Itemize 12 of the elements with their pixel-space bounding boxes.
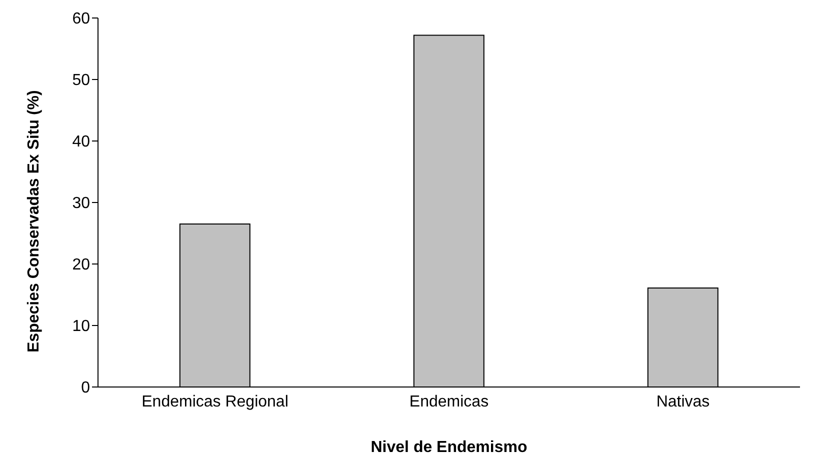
y-tick-label: 0 (81, 380, 90, 397)
x-tick-label: Nativas (656, 393, 710, 410)
x-axis-title: Nivel de Endemismo (370, 439, 528, 456)
x-tick-label: Endemicas Regional (142, 393, 288, 410)
y-tick-label: 60 (72, 10, 90, 28)
y-tick-label: 40 (72, 134, 90, 151)
y-tick-label: 20 (72, 256, 90, 274)
y-tick-label: 50 (72, 72, 90, 90)
x-tick-label: Endemicas (409, 393, 489, 410)
y-tick-label: 30 (72, 195, 90, 212)
y-tick-label: 10 (72, 318, 90, 336)
y-axis-title: Especies Conservadas Ex Situ (%) (26, 90, 43, 352)
